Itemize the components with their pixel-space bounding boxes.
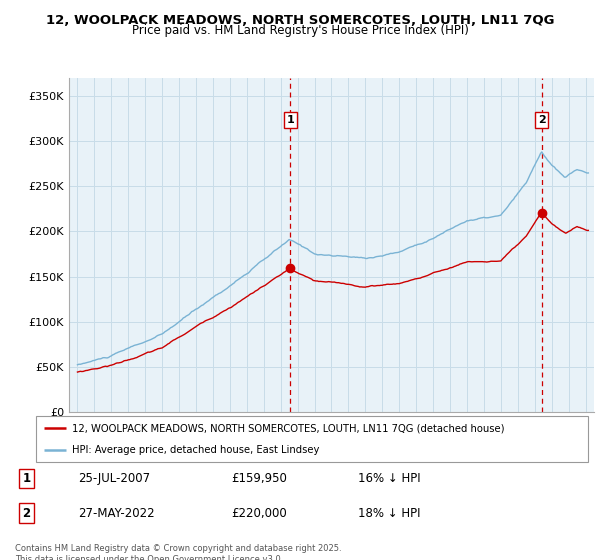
Text: 1: 1 [286, 115, 294, 125]
Text: Contains HM Land Registry data © Crown copyright and database right 2025.
This d: Contains HM Land Registry data © Crown c… [15, 544, 341, 560]
Text: 18% ↓ HPI: 18% ↓ HPI [358, 507, 420, 520]
Text: 27-MAY-2022: 27-MAY-2022 [78, 507, 155, 520]
Text: 1: 1 [22, 472, 31, 485]
Text: Price paid vs. HM Land Registry's House Price Index (HPI): Price paid vs. HM Land Registry's House … [131, 24, 469, 37]
Text: £220,000: £220,000 [231, 507, 287, 520]
FancyBboxPatch shape [36, 416, 588, 462]
Text: 12, WOOLPACK MEADOWS, NORTH SOMERCOTES, LOUTH, LN11 7QG: 12, WOOLPACK MEADOWS, NORTH SOMERCOTES, … [46, 14, 554, 27]
Text: £159,950: £159,950 [231, 472, 287, 485]
Text: HPI: Average price, detached house, East Lindsey: HPI: Average price, detached house, East… [72, 445, 319, 455]
Text: 16% ↓ HPI: 16% ↓ HPI [358, 472, 420, 485]
Text: 25-JUL-2007: 25-JUL-2007 [78, 472, 151, 485]
Text: 12, WOOLPACK MEADOWS, NORTH SOMERCOTES, LOUTH, LN11 7QG (detached house): 12, WOOLPACK MEADOWS, NORTH SOMERCOTES, … [72, 423, 505, 433]
Text: 2: 2 [538, 115, 545, 125]
Text: 2: 2 [22, 507, 31, 520]
